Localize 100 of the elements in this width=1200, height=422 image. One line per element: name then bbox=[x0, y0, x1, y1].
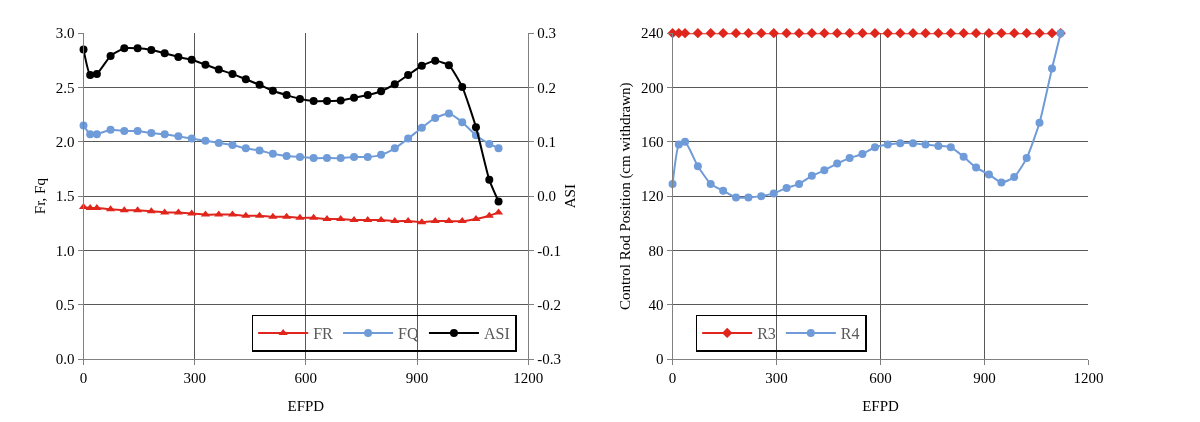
point bbox=[743, 27, 754, 39]
point bbox=[363, 216, 373, 223]
point bbox=[494, 197, 503, 206]
point bbox=[674, 140, 683, 149]
point bbox=[845, 154, 854, 163]
point bbox=[187, 55, 196, 64]
point bbox=[945, 27, 957, 39]
point bbox=[769, 189, 778, 198]
x-tick-label: 600 bbox=[869, 370, 892, 387]
point bbox=[350, 153, 359, 162]
point bbox=[322, 97, 331, 106]
point bbox=[349, 216, 359, 223]
point bbox=[681, 137, 690, 146]
point bbox=[390, 144, 399, 153]
point bbox=[693, 162, 702, 171]
point bbox=[363, 91, 372, 100]
point bbox=[377, 87, 386, 96]
y-axis-title: Control Rod Position (cm withdrawn) bbox=[617, 82, 635, 310]
point bbox=[106, 125, 115, 134]
point bbox=[282, 91, 291, 100]
point bbox=[806, 27, 818, 39]
legend-label: FR bbox=[313, 325, 334, 343]
point bbox=[458, 82, 467, 91]
point bbox=[174, 132, 183, 141]
point bbox=[768, 27, 779, 39]
x-tick-label: 900 bbox=[405, 370, 429, 387]
y2-tick-label: 0.2 bbox=[537, 79, 556, 96]
legend-label: ASI bbox=[483, 325, 510, 343]
point bbox=[268, 149, 277, 158]
point bbox=[484, 211, 494, 218]
point bbox=[793, 27, 805, 39]
point bbox=[241, 75, 250, 84]
point bbox=[1046, 27, 1058, 39]
point bbox=[309, 154, 318, 163]
point bbox=[133, 206, 143, 213]
point bbox=[295, 153, 304, 162]
point bbox=[228, 141, 237, 150]
point bbox=[295, 213, 305, 220]
point bbox=[731, 193, 740, 202]
point bbox=[471, 123, 480, 132]
point bbox=[1048, 64, 1056, 73]
point bbox=[706, 179, 715, 188]
point bbox=[282, 151, 291, 160]
point bbox=[363, 153, 372, 162]
point bbox=[744, 193, 753, 202]
point bbox=[336, 214, 346, 221]
point bbox=[1035, 118, 1044, 127]
point bbox=[984, 170, 993, 179]
point bbox=[757, 192, 766, 201]
point bbox=[444, 61, 453, 70]
point bbox=[309, 97, 318, 106]
point bbox=[1009, 27, 1020, 39]
point bbox=[920, 27, 931, 39]
point bbox=[106, 51, 115, 60]
point bbox=[174, 53, 183, 62]
x-tick-label: 300 bbox=[183, 370, 206, 387]
point bbox=[896, 139, 905, 148]
x-axis-title: EFPD bbox=[287, 398, 325, 415]
y-tick-label: 0.5 bbox=[55, 297, 75, 314]
y-tick-label: 0 bbox=[656, 351, 664, 368]
point bbox=[1021, 27, 1032, 39]
point bbox=[214, 138, 223, 147]
y-tick-label: 2.0 bbox=[55, 134, 75, 151]
point bbox=[377, 150, 386, 159]
y-tick-label: 240 bbox=[641, 25, 664, 42]
point bbox=[857, 27, 868, 39]
point bbox=[820, 166, 829, 175]
x-tick-label: 300 bbox=[765, 370, 788, 387]
legend-label: R3 bbox=[757, 325, 776, 343]
point bbox=[946, 143, 955, 152]
point bbox=[322, 154, 331, 163]
point bbox=[807, 171, 816, 180]
point bbox=[444, 109, 453, 118]
point bbox=[403, 217, 413, 224]
y2-tick-label: -0.1 bbox=[537, 242, 561, 259]
point bbox=[255, 80, 264, 89]
point bbox=[241, 211, 251, 218]
point bbox=[997, 178, 1006, 187]
point bbox=[692, 27, 704, 39]
point bbox=[309, 213, 319, 220]
point bbox=[86, 70, 95, 79]
point bbox=[431, 56, 440, 65]
x-tick-label: 900 bbox=[973, 370, 996, 387]
point bbox=[133, 44, 142, 53]
point bbox=[187, 134, 196, 143]
legend-label: R4 bbox=[840, 325, 860, 343]
point bbox=[404, 134, 413, 143]
point bbox=[870, 143, 879, 152]
point bbox=[417, 123, 426, 132]
point bbox=[934, 141, 943, 150]
point bbox=[241, 144, 250, 153]
point bbox=[909, 139, 918, 148]
point bbox=[201, 136, 210, 145]
point bbox=[201, 60, 210, 69]
point bbox=[882, 27, 893, 39]
point bbox=[336, 154, 345, 163]
point bbox=[336, 96, 345, 105]
point bbox=[430, 217, 440, 224]
point bbox=[883, 140, 892, 149]
x-tick-label: 600 bbox=[294, 370, 318, 387]
